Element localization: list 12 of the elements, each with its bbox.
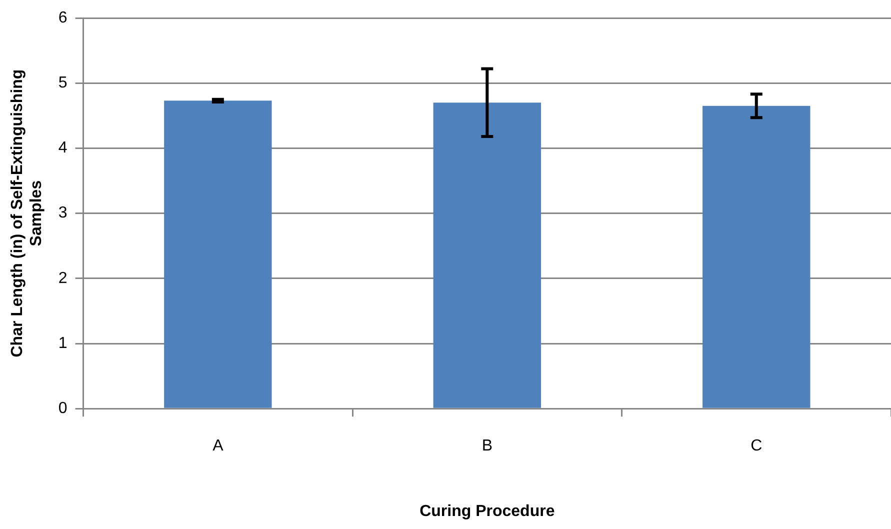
y-tick-label: 4 [58, 140, 68, 157]
y-tick-label: 6 [58, 9, 68, 26]
x-tick-label: C [750, 438, 762, 455]
y-axis-title: Char Length (in) of Self-Extinguishing Samples [9, 69, 46, 358]
y-tick-label: 0 [58, 400, 68, 418]
x-axis-title: Curing Procedure [420, 502, 555, 520]
y-tick-label: 3 [58, 204, 68, 222]
y-tick-label: 2 [58, 270, 68, 287]
x-tick-label: B [482, 438, 492, 455]
x-tick-label: A [212, 438, 224, 455]
y-tick-label: 1 [58, 334, 68, 352]
y-tick-label: 5 [58, 74, 68, 92]
